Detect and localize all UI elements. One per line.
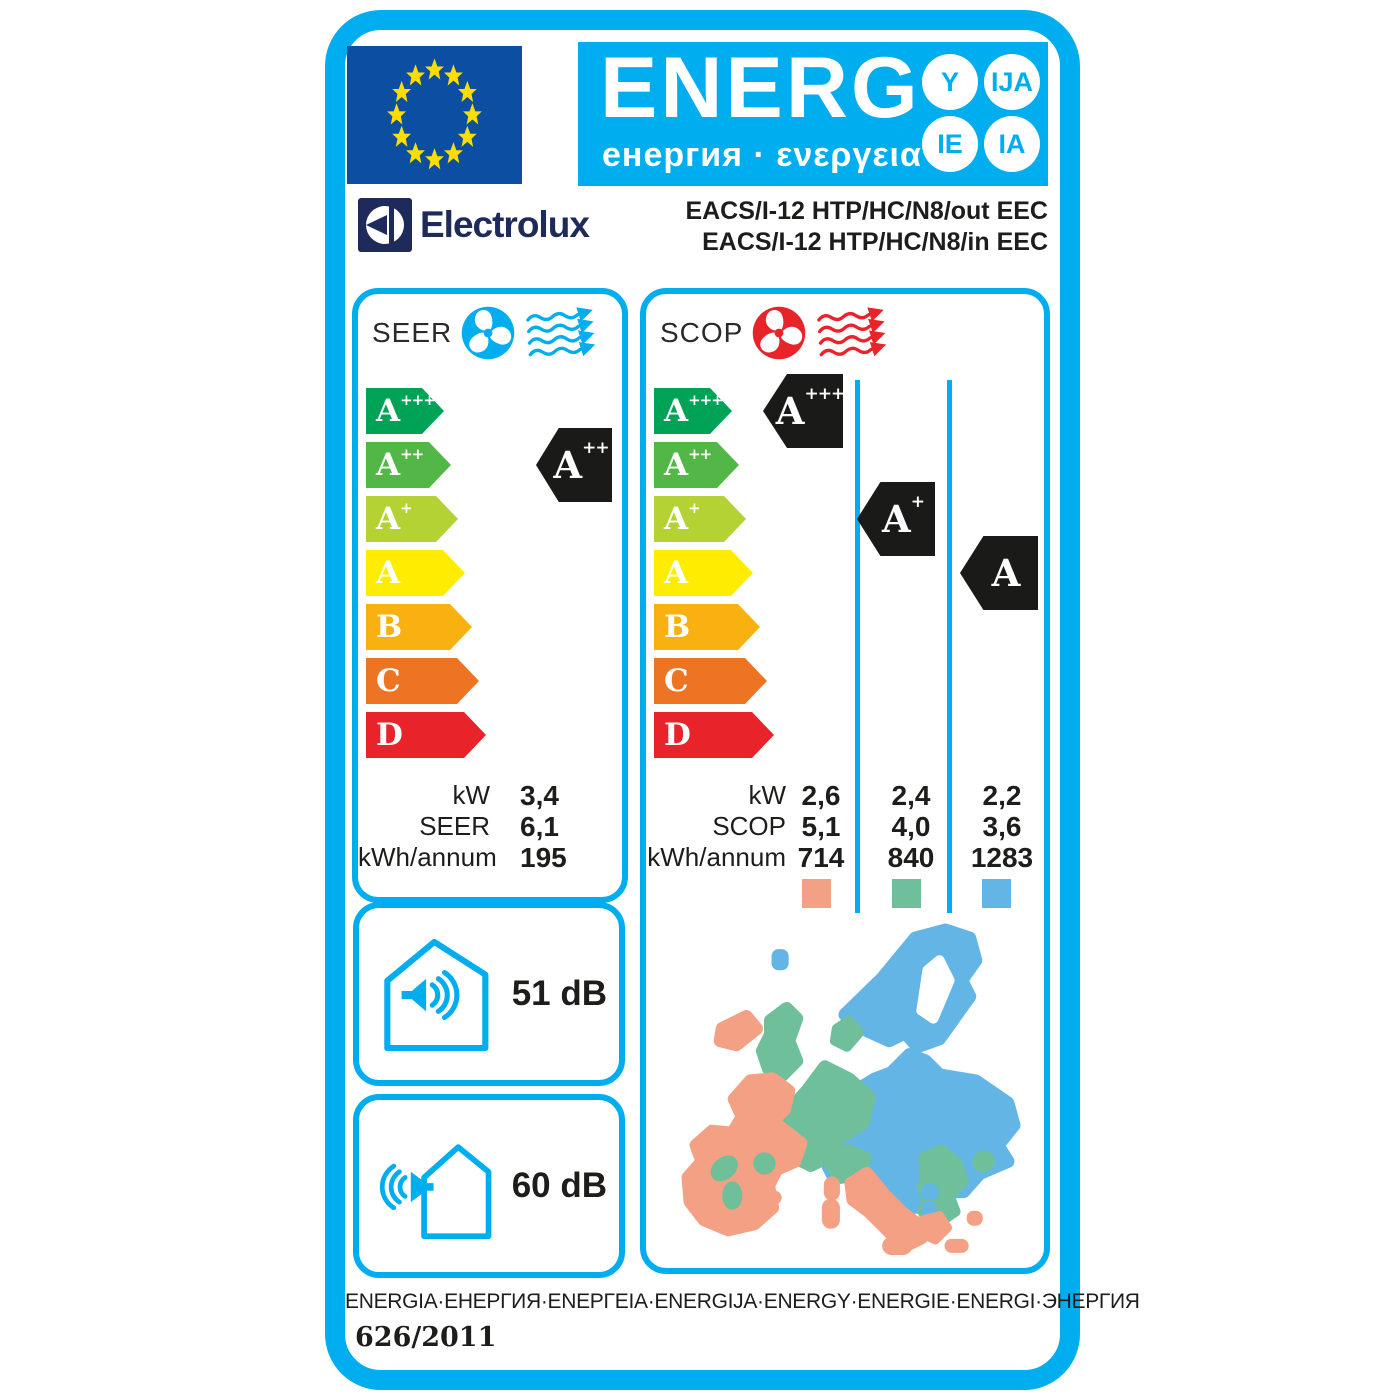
scop-title: SCOP — [660, 317, 744, 348]
heating-fan-icon — [753, 306, 806, 360]
grade-arrow-a1: A + — [366, 496, 458, 542]
grade-arrow-a3: A +++ — [366, 388, 444, 434]
seer-title: SEER — [372, 317, 453, 348]
outdoor-noise-panel: 60 dB — [353, 1094, 625, 1278]
lang-circle-ie: IE — [922, 116, 978, 172]
lang-circle-ia: IA — [984, 116, 1040, 172]
warm-zone-legend-swatch — [802, 879, 831, 908]
grade-arrow-d: D — [654, 712, 774, 758]
seer-grade-scale: A +++ A ++ A + A B C D — [366, 388, 486, 766]
lang-circle-ija: IJA — [984, 54, 1040, 110]
seer-seer-label: SEER — [419, 811, 490, 841]
cooling-fan-icon — [462, 306, 515, 360]
eu-flag-icon — [347, 46, 522, 184]
energ-subtitle: енергия · ενεργεια — [602, 136, 922, 174]
model-names: EACS/I-12 HTP/HC/N8/out EEC EACS/I-12 HT… — [685, 196, 1048, 258]
seer-kwh-value: 195 — [520, 842, 567, 873]
scop-kw-label: kW — [748, 780, 786, 810]
grade-arrow-a3: A +++ — [654, 388, 732, 434]
seer-values: kW 3,4 SEER 6,1 kWh/annum 195 — [358, 780, 622, 873]
scop-values: kW 2,6 2,4 2,2 SCOP 5,1 4,0 3,6 kWh/annu… — [647, 780, 1034, 873]
seer-kw-value: 3,4 — [520, 780, 559, 811]
outdoor-noise-value: 60 dB — [511, 1166, 607, 1205]
scop-scop-label: SCOP — [712, 811, 786, 841]
scop-warm-zone-indicator: A +++ — [763, 374, 843, 448]
scop-cold-zone-indicator: A — [960, 536, 1038, 610]
cold-zone-legend-swatch — [982, 879, 1011, 908]
grade-arrow-b: B — [654, 604, 760, 650]
language-letter-circles: Y IJA IE IA — [922, 54, 1040, 172]
grade-arrow-b: B — [366, 604, 472, 650]
energ-title: ENERG — [600, 40, 921, 136]
europe-climate-map — [672, 922, 1032, 1264]
model-line-outdoor: EACS/I-12 HTP/HC/N8/out EEC — [685, 197, 1048, 225]
grade-arrow-a1: A + — [654, 496, 746, 542]
indoor-noise-icon — [384, 938, 489, 1052]
scop-panel: SCOP A +++ A ++ — [640, 288, 1050, 1274]
seer-kwh-label: kWh/annum — [358, 842, 497, 872]
scop-grade-scale: A +++ A ++ A + A B C D — [654, 388, 774, 766]
brand-name: Electrolux — [420, 204, 590, 245]
indoor-noise-value: 51 dB — [511, 974, 607, 1013]
lang-circle-y: Y — [922, 54, 978, 110]
grade-arrow-d: D — [366, 712, 486, 758]
grade-arrow-c: C — [654, 658, 767, 704]
grade-arrow-a: A — [654, 550, 753, 596]
warm-airflow-icon — [817, 307, 887, 357]
seer-panel: SEER A +++ A ++ — [352, 288, 628, 903]
electrolux-logo-icon — [358, 198, 412, 252]
seer-seer-value: 6,1 — [520, 811, 559, 842]
grade-arrow-c: C — [366, 658, 479, 704]
seer-rating-indicator: A ++ — [536, 428, 612, 502]
scop-average-zone-indicator: A + — [857, 482, 935, 556]
seer-kw-label: kW — [452, 780, 490, 810]
brand-row: Electrolux — [358, 198, 590, 252]
model-line-indoor: EACS/I-12 HTP/HC/N8/in EEC — [702, 228, 1048, 256]
grade-arrow-a2: A ++ — [366, 442, 451, 488]
scop-kwh-label: kWh/annum — [647, 842, 786, 872]
climate-zone-divider-1 — [855, 380, 860, 913]
indoor-noise-panel: 51 dB — [353, 902, 625, 1086]
eu-energy-label: ENERG енергия · ενεργεια Y IJA IE IA Ele… — [325, 10, 1140, 1390]
outdoor-noise-icon — [379, 1144, 492, 1240]
energy-languages-line: ENERGIA·ЕНЕРГИЯ·ΕΝΕΡΓΕΙΑ·ENERGIJA·ENERGY… — [345, 1290, 1140, 1313]
climate-zone-divider-2 — [947, 380, 952, 913]
cool-airflow-icon — [526, 307, 596, 357]
grade-arrow-a: A — [366, 550, 465, 596]
average-zone-legend-swatch — [892, 879, 921, 908]
energ-band: ENERG енергия · ενεργεια Y IJA IE IA — [578, 42, 1048, 186]
regulation-number: 626/2011 — [355, 1322, 497, 1353]
grade-arrow-a2: A ++ — [654, 442, 739, 488]
